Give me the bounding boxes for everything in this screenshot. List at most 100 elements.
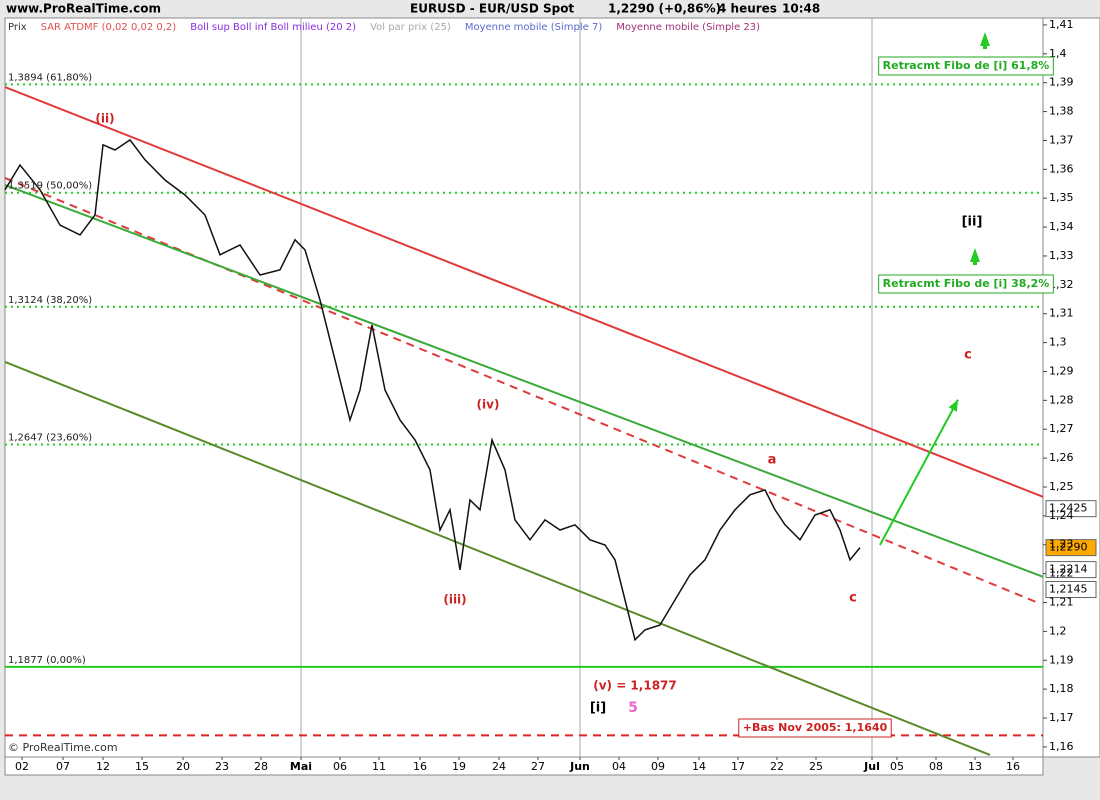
y-tick-label: 1,26 — [1049, 451, 1074, 464]
x-tick-label: 09 — [651, 760, 665, 773]
x-tick-label: 11 — [372, 760, 386, 773]
chart-title: EURUSD - EUR/USD Spot — [410, 2, 574, 16]
y-tick-label: 1,23 — [1049, 538, 1074, 551]
y-tick-label: 1,2 — [1049, 624, 1067, 637]
x-tick-label: 07 — [56, 760, 70, 773]
x-tick-label: 16 — [1006, 760, 1020, 773]
y-tick-label: 1,16 — [1049, 740, 1074, 753]
annotation-box — [878, 56, 1054, 76]
labels: Prix SAR ATDMF (0,02 0,02 0,2) Boll sup Bo… — [8, 18, 1088, 773]
annotation: 5 — [628, 700, 638, 716]
x-tick-label: 28 — [254, 760, 268, 773]
price-line — [4, 138, 861, 642]
x-tick-label: 08 — [929, 760, 943, 773]
level-label: 1,3894 (61,80%) — [8, 72, 92, 83]
x-tick-label: 25 — [809, 760, 823, 773]
arrow — [879, 399, 959, 546]
x-tick-label: 15 — [135, 760, 149, 773]
x-tick-label: Mai — [290, 760, 312, 773]
level-label: 1,3124 (38,20%) — [8, 295, 92, 306]
annotation: (iii) — [443, 593, 466, 607]
annotation: (ii) — [95, 112, 114, 126]
y-tick-label: 1,24 — [1049, 509, 1074, 522]
price-tag-label: 1,2145 — [1049, 583, 1088, 596]
trendline — [4, 361, 991, 756]
marks — [4, 83, 1097, 756]
y-tick-label: 1,28 — [1049, 393, 1074, 406]
y-tick-label: 1,29 — [1049, 364, 1074, 377]
y-tick-label: 1,34 — [1049, 220, 1074, 233]
y-axis-area — [1042, 17, 1100, 758]
annotation: (iv) — [477, 398, 500, 412]
x-tick-label: 13 — [968, 760, 982, 773]
level-label: 1,3519 (50,00%) — [8, 181, 92, 192]
indicator-label: Vol par prix (25) — [370, 22, 451, 33]
x-axis-area — [4, 756, 1044, 776]
x-tick-label: Jul — [863, 760, 880, 773]
x-tick-label: 24 — [492, 760, 506, 773]
level-label: 1,1877 (0,00%) — [8, 655, 86, 666]
price-tag — [1045, 539, 1097, 557]
annotation: Retracmt Fibo de [i] 61,8% — [883, 59, 1050, 72]
y-tick-label: 1,38 — [1049, 105, 1074, 118]
y-tick-label: 1,33 — [1049, 249, 1074, 262]
y-tick-label: 1,22 — [1049, 567, 1074, 580]
x-tick-label: 06 — [333, 760, 347, 773]
up-arrow-icon — [980, 32, 990, 49]
y-tick-label: 1,39 — [1049, 76, 1074, 89]
y-tick-label: 1,19 — [1049, 653, 1074, 666]
level-label: 1,2647 (23,60%) — [8, 433, 92, 444]
arrow-head — [948, 399, 958, 412]
y-tick-label: 1,41 — [1049, 18, 1074, 31]
price-tag — [1045, 500, 1097, 518]
trendline — [4, 86, 1044, 498]
x-tick-label: 23 — [215, 760, 229, 773]
annotation: c — [964, 348, 972, 363]
y-tick-label: 1,25 — [1049, 480, 1074, 493]
x-tick-label: 02 — [15, 760, 29, 773]
x-tick-label: 04 — [612, 760, 626, 773]
annotation: Retracmt Fibo de [i] 38,2% — [883, 277, 1050, 290]
indicator-label: Boll sup Boll inf Boll milieu (20 2) — [190, 22, 356, 33]
price-tag — [1045, 561, 1097, 579]
x-tick-label: 22 — [770, 760, 784, 773]
y-tick-label: 1,27 — [1049, 422, 1074, 435]
price-tag-label: 1,2214 — [1049, 563, 1088, 576]
y-tick-label: 1,32 — [1049, 278, 1074, 291]
annotation: [ii] — [962, 215, 983, 230]
last-price: 1,2290 (+0,86%) — [608, 2, 721, 16]
x-tick-label: 20 — [176, 760, 190, 773]
x-tick-label: 17 — [731, 760, 745, 773]
annotation: c — [849, 591, 857, 606]
indicator-label: SAR ATDMF (0,02 0,02 0,2) — [41, 22, 177, 33]
x-tick-label: 05 — [890, 760, 904, 773]
annotation: (v) = 1,1877 — [593, 679, 677, 693]
x-tick-label: 27 — [531, 760, 545, 773]
x-tick-label: 14 — [692, 760, 706, 773]
annotation: [i] — [590, 701, 606, 716]
y-tick-label: 1,31 — [1049, 307, 1074, 320]
annotation-box — [738, 718, 892, 738]
plot-area — [4, 17, 1044, 758]
y-tick-label: 1,17 — [1049, 711, 1074, 724]
price-tag-label: 1,2290 — [1049, 541, 1088, 554]
y-tick-label: 1,3 — [1049, 336, 1067, 349]
indicator-label: Moyenne mobile (Simple 7) — [465, 22, 603, 33]
annotation: +Bas Nov 2005: 1,1640 — [743, 721, 888, 734]
annotation: a — [768, 453, 777, 468]
x-tick-label: 16 — [413, 760, 427, 773]
x-tick-label: Jun — [569, 760, 590, 773]
copyright: © ProRealTime.com — [8, 741, 118, 754]
indicator-label: Prix — [8, 22, 27, 33]
annotation-box — [878, 274, 1054, 294]
trendline — [4, 177, 1039, 604]
trendline — [4, 183, 1044, 578]
x-tick-label: 19 — [452, 760, 466, 773]
y-tick-label: 1,18 — [1049, 682, 1074, 695]
y-tick-label: 1,36 — [1049, 162, 1074, 175]
y-tick-label: 1,21 — [1049, 596, 1074, 609]
timeframe: 4 heures — [718, 2, 777, 16]
time: 10:48 — [782, 2, 820, 16]
